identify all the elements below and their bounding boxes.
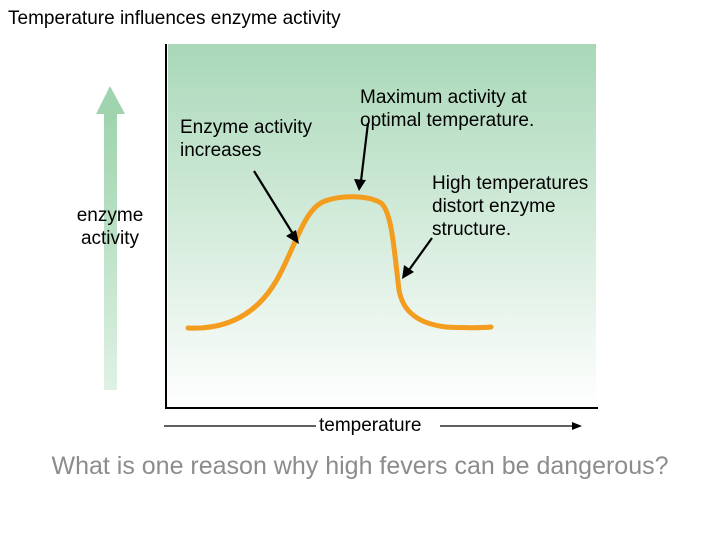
- y-axis-label: enzyme activity: [76, 205, 144, 249]
- annotation-activity-increases: Enzyme activity increases: [180, 116, 340, 162]
- question-text: What is one reason why high fevers can b…: [51, 452, 669, 480]
- annotation-high-temperatures: High temperatures distort enzyme structu…: [432, 172, 622, 241]
- activity-arrow-head-icon: [96, 86, 125, 114]
- pointer-increase: [253, 170, 294, 235]
- activity-arrow-shaft: [104, 114, 117, 390]
- x-axis-label: temperature: [316, 415, 425, 437]
- activity-curve: [185, 194, 494, 331]
- annotation-maximum-activity: Maximum activity at optimal temperature.: [360, 86, 575, 132]
- temperature-arrow-head-icon: [572, 422, 582, 430]
- graph-panel: [168, 44, 596, 408]
- annotation-activity-increases-text: Enzyme activity increases: [180, 117, 312, 161]
- annotation-maximum-activity-text: Maximum activity at optimal temperature.: [360, 87, 535, 131]
- annotation-high-temperatures-text: High temperatures distort enzyme structu…: [432, 173, 589, 240]
- pointer-increase-head-icon: [286, 230, 299, 244]
- pointer-high: [408, 237, 433, 271]
- pointer-high-head-icon: [402, 265, 414, 279]
- pointer-max: [359, 122, 370, 182]
- pointer-max-head-icon: [354, 179, 366, 191]
- slide-title: Temperature influences enzyme activity: [8, 8, 341, 29]
